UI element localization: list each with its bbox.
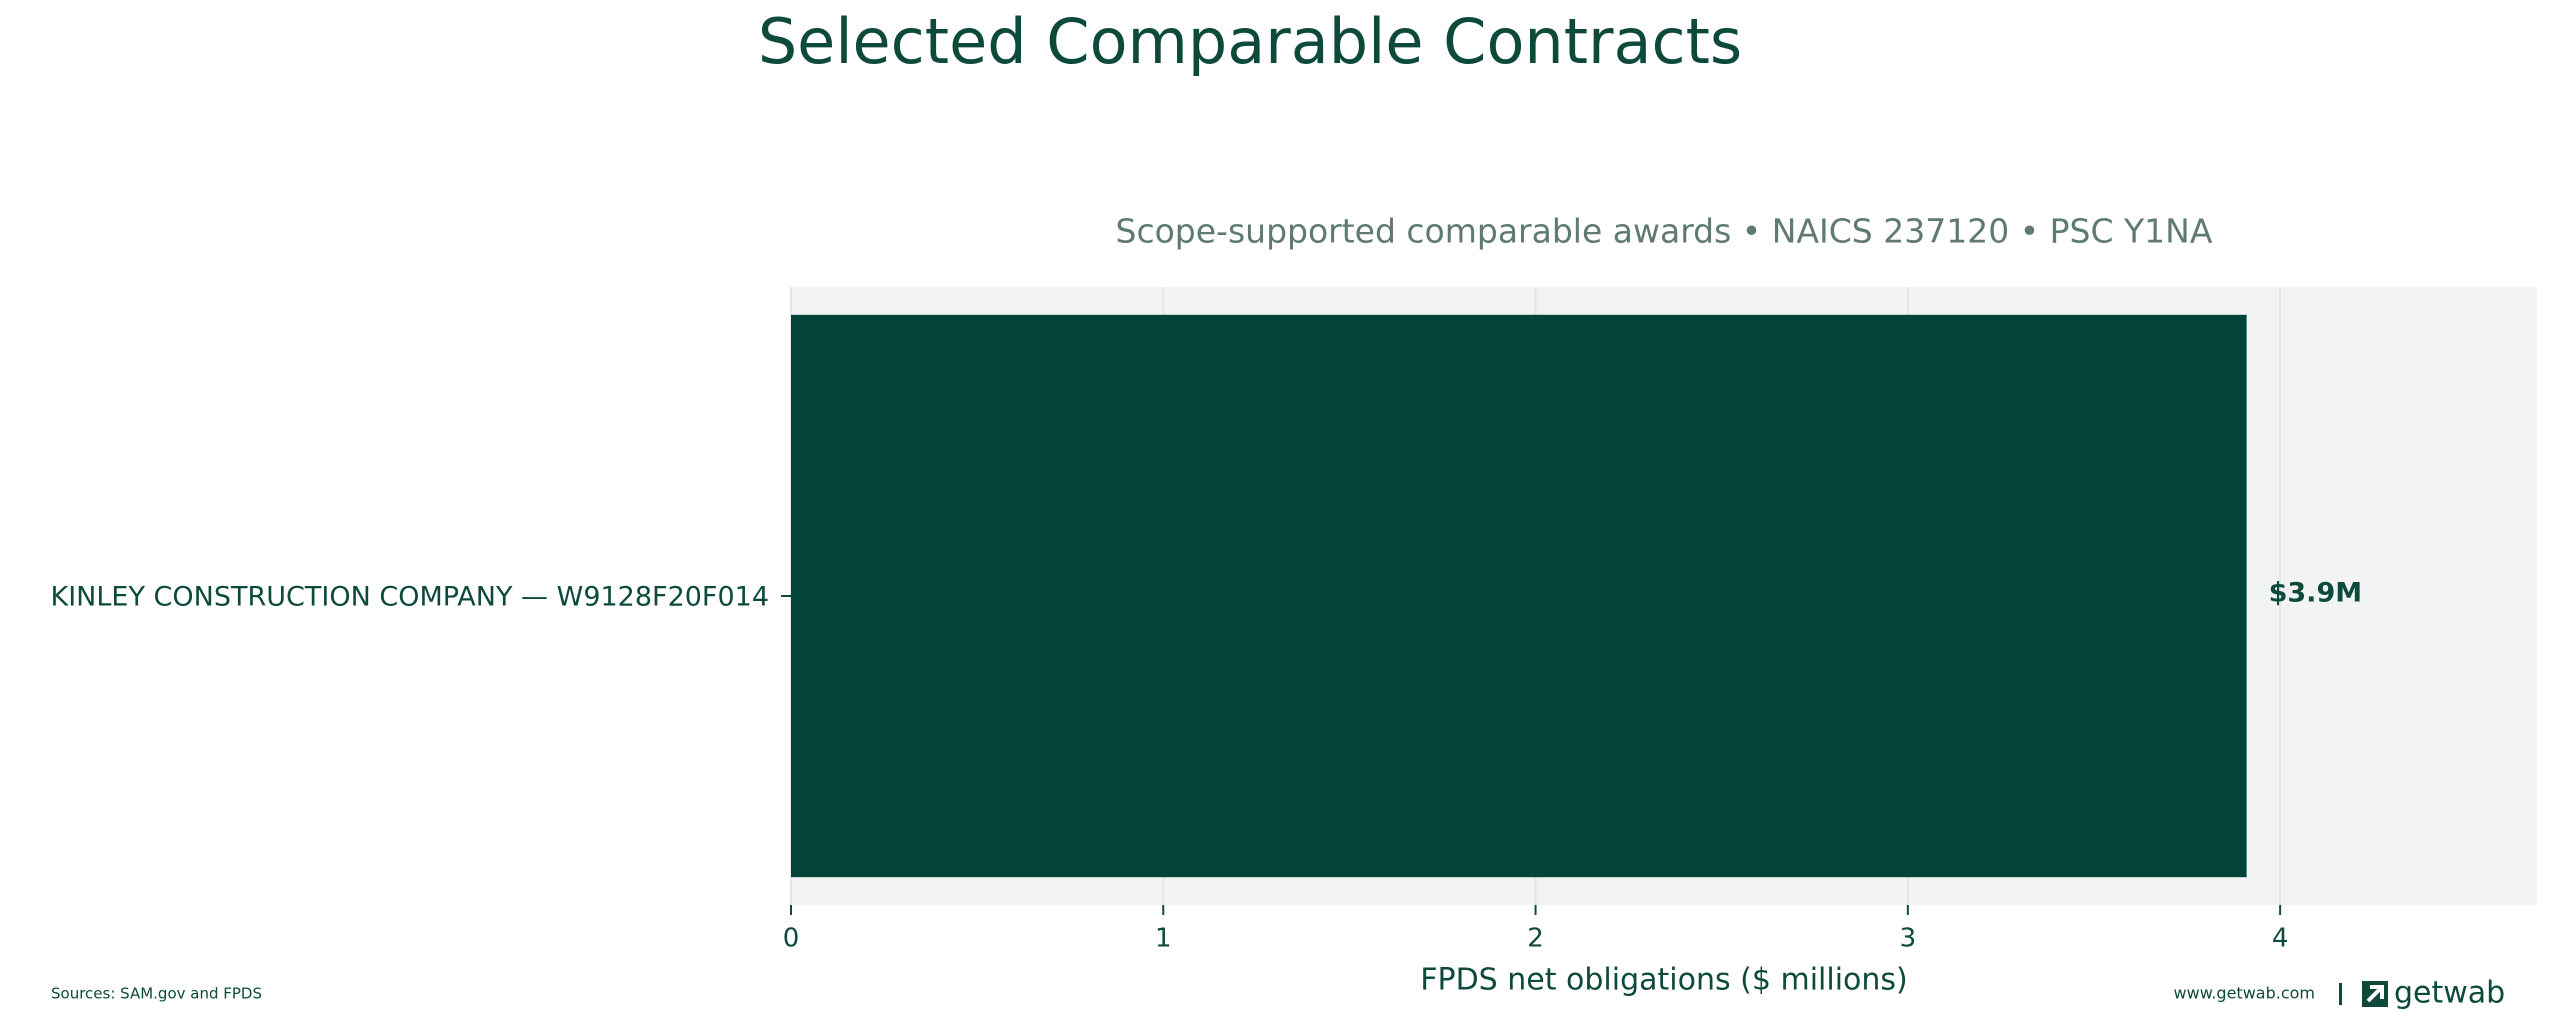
chart-subtitle: Scope-supported comparable awards • NAIC… [1116, 212, 2213, 251]
source: Sources: SAM.gov and FPDS [51, 985, 262, 1003]
y-tick-label: KINLEY CONSTRUCTION COMPANY — W9128F20F0… [51, 582, 769, 613]
website: www.getwab.com [2174, 984, 2315, 1003]
x-tick-label: 0 [783, 924, 800, 954]
chart-title: Selected Comparable Contracts [758, 5, 1742, 78]
value-label: $3.9M [2269, 578, 2363, 609]
bar [791, 314, 2247, 878]
x-tick-label: 4 [2272, 924, 2289, 954]
x-tick-label: 2 [1527, 924, 1544, 954]
brand-name: getwab [2394, 976, 2505, 1011]
brand-logo: getwab [2362, 976, 2505, 1011]
separator [2339, 983, 2342, 1005]
x-tick-label: 3 [1900, 924, 1917, 954]
x-axis-label: FPDS net obligations ($ millions) [1420, 963, 1908, 998]
x-tick-label: 1 [1155, 924, 1172, 954]
